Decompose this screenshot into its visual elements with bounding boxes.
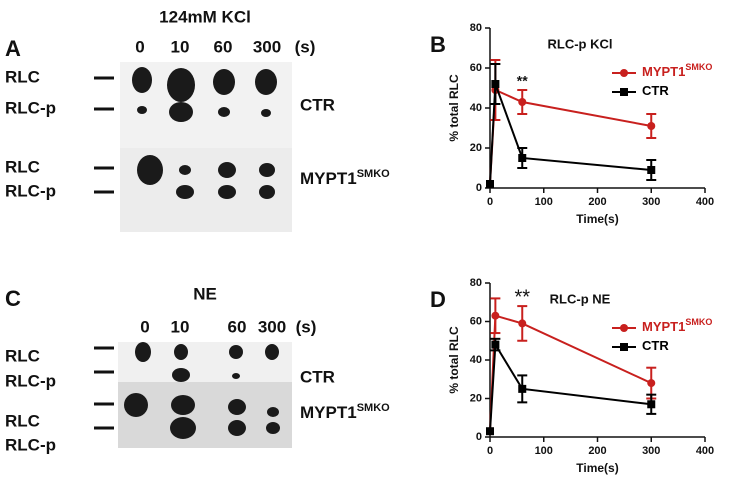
y-tick-label: 20 (470, 392, 482, 404)
chart-title: RLC-p NE (550, 291, 611, 306)
group-name: MYPT1 (300, 403, 357, 422)
y-tick-label: 40 (470, 102, 482, 114)
point (647, 122, 656, 130)
x-tick-label: 300 (642, 445, 660, 457)
lane-label: 10 (171, 37, 190, 56)
series-line (489, 341, 652, 432)
point (486, 427, 494, 436)
series-line (489, 83, 652, 185)
y-tick-label: 0 (476, 431, 482, 443)
lane-label: 300 (253, 37, 281, 56)
panel-letter: B (430, 32, 446, 57)
legend-name: MYPT1 (642, 319, 685, 334)
point (647, 400, 656, 409)
annotation: ** (514, 286, 530, 308)
point (486, 180, 494, 188)
point (518, 384, 527, 393)
group-sup: SMKO (357, 402, 390, 414)
x-tick-label: 0 (487, 196, 493, 208)
legend-sup: SMKO (685, 317, 712, 327)
point (491, 311, 500, 320)
y-tick-label: 20 (470, 142, 482, 154)
panel-letter: D (430, 287, 446, 312)
group-label: CTR (300, 95, 335, 114)
panel-letter: A (5, 36, 21, 61)
row-label: RLC-p (5, 435, 56, 454)
x-tick-label: 100 (535, 445, 553, 457)
legend-marker (620, 88, 628, 96)
row-label: RLC-p (5, 98, 56, 117)
series-line (489, 314, 652, 432)
lane-label: 60 (228, 317, 247, 336)
x-axis-label: Time(s) (576, 461, 618, 475)
legend-label: MYPT1SMKO (642, 62, 712, 79)
point (647, 379, 656, 388)
point (647, 166, 656, 174)
lane-label: 300 (258, 317, 286, 336)
point (518, 98, 527, 106)
legend-marker (620, 324, 628, 332)
lane-label: 10 (171, 317, 190, 336)
legend-label: CTR (642, 338, 669, 353)
y-tick-label: 0 (476, 182, 482, 194)
blot (118, 382, 292, 448)
group-label: MYPT1SMKO (300, 168, 390, 189)
x-tick-label: 400 (696, 196, 714, 208)
bands (124, 342, 280, 439)
x-tick-label: 200 (588, 445, 606, 457)
y-tick-label: 80 (470, 22, 482, 34)
legend-sup: SMKO (685, 62, 712, 72)
legend-marker (620, 69, 628, 77)
x-axis-label: Time(s) (576, 212, 618, 226)
lane-label: 0 (140, 317, 149, 336)
legend-label: MYPT1SMKO (642, 317, 712, 334)
row-label: RLC-p (5, 181, 56, 200)
unit-label: (s) (295, 37, 316, 56)
legend-name: MYPT1 (642, 64, 685, 79)
point (491, 80, 500, 88)
y-axis-label: % total RLC (447, 326, 461, 394)
row-label: RLC (5, 411, 40, 430)
legend-name: CTR (642, 338, 669, 353)
lane-label: 0 (135, 37, 144, 56)
row-label: RLC-p (5, 371, 56, 390)
x-tick-label: 0 (487, 445, 493, 457)
y-tick-label: 40 (470, 354, 482, 366)
x-tick-label: 300 (642, 196, 660, 208)
point (518, 319, 527, 328)
blot-title: 124mM KCl (159, 7, 251, 26)
point (491, 340, 500, 349)
bands (132, 67, 277, 199)
y-tick-label: 80 (470, 277, 482, 289)
row-label: RLC (5, 157, 40, 176)
y-tick-label: 60 (470, 315, 482, 327)
chart-title: RLC-p KCl (548, 36, 613, 51)
x-tick-label: 200 (588, 196, 606, 208)
legend-name: CTR (642, 83, 669, 98)
x-tick-label: 400 (696, 445, 714, 457)
legend-label: CTR (642, 83, 669, 98)
group-label: CTR (300, 367, 335, 386)
point (518, 154, 527, 162)
unit-label: (s) (296, 317, 317, 336)
y-tick-label: 60 (470, 62, 482, 74)
group-name: MYPT1 (300, 169, 357, 188)
legend-marker (620, 343, 628, 351)
annotation: ** (517, 73, 528, 89)
row-label: RLC (5, 67, 40, 86)
row-label: RLC (5, 346, 40, 365)
blot-title: NE (193, 284, 217, 303)
lane-label: 60 (214, 37, 233, 56)
group-label: MYPT1SMKO (300, 402, 390, 423)
x-tick-label: 100 (535, 196, 553, 208)
y-axis-label: % total RLC (447, 74, 461, 142)
panel-letter: C (5, 286, 21, 311)
group-sup: SMKO (357, 168, 390, 180)
